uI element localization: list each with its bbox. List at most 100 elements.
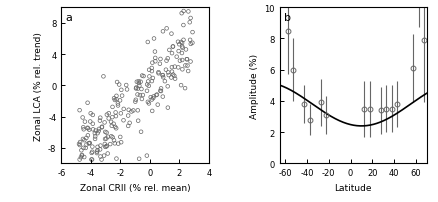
Point bbox=[82, 147, 89, 150]
Point bbox=[94, 149, 101, 152]
Point bbox=[95, 130, 102, 133]
Point bbox=[88, 158, 95, 161]
Point bbox=[108, 121, 115, 124]
Point bbox=[118, 141, 125, 144]
Point bbox=[79, 138, 86, 141]
Point bbox=[117, 112, 124, 115]
Point bbox=[87, 112, 94, 115]
Point bbox=[180, 24, 187, 27]
Point bbox=[97, 148, 104, 151]
Point bbox=[147, 96, 154, 99]
Point bbox=[179, 47, 186, 50]
Point bbox=[135, 82, 142, 85]
Point bbox=[103, 131, 110, 135]
Point bbox=[109, 116, 116, 119]
Point bbox=[157, 90, 164, 93]
Point bbox=[133, 81, 140, 84]
Point bbox=[112, 111, 119, 115]
Point bbox=[149, 110, 156, 113]
Point bbox=[134, 109, 141, 112]
Point bbox=[94, 132, 101, 135]
Point bbox=[160, 76, 167, 80]
Point bbox=[86, 142, 93, 145]
Point bbox=[149, 77, 156, 80]
Point bbox=[146, 75, 153, 79]
Point bbox=[87, 120, 94, 123]
X-axis label: Latitude: Latitude bbox=[335, 183, 372, 192]
Point bbox=[88, 158, 95, 161]
Point bbox=[81, 139, 88, 142]
Point bbox=[137, 94, 144, 97]
Point bbox=[85, 142, 92, 145]
Point bbox=[99, 125, 106, 129]
Point bbox=[168, 77, 175, 80]
Point bbox=[135, 80, 142, 83]
Point bbox=[189, 31, 196, 35]
Point bbox=[178, 13, 185, 16]
Point bbox=[163, 28, 170, 31]
Point bbox=[151, 38, 158, 41]
Point bbox=[159, 31, 166, 34]
Point bbox=[102, 138, 109, 141]
Point bbox=[140, 75, 147, 78]
Point bbox=[130, 109, 137, 113]
Point bbox=[103, 144, 110, 148]
Point bbox=[83, 143, 90, 146]
Point bbox=[118, 89, 125, 92]
Point bbox=[134, 120, 141, 123]
Point bbox=[152, 57, 159, 60]
Point bbox=[176, 43, 183, 47]
Point bbox=[155, 72, 162, 76]
Point bbox=[145, 80, 152, 84]
Point bbox=[100, 75, 107, 79]
Point bbox=[76, 144, 83, 147]
Point bbox=[171, 66, 178, 69]
Point bbox=[168, 33, 175, 36]
Point bbox=[183, 48, 190, 52]
Point bbox=[108, 125, 115, 128]
Point bbox=[148, 98, 155, 102]
Point bbox=[89, 150, 96, 154]
Point bbox=[89, 128, 96, 131]
Point bbox=[159, 74, 166, 78]
Point bbox=[86, 142, 93, 145]
Text: b: b bbox=[284, 13, 291, 23]
Point bbox=[78, 154, 85, 157]
Point bbox=[145, 101, 152, 104]
Point bbox=[148, 70, 155, 73]
Point bbox=[110, 97, 117, 100]
Point bbox=[133, 86, 140, 90]
Point bbox=[134, 93, 141, 97]
Point bbox=[108, 135, 115, 138]
Point bbox=[114, 104, 121, 107]
Point bbox=[138, 88, 145, 91]
Point bbox=[77, 141, 84, 144]
Point bbox=[185, 11, 192, 14]
Point bbox=[189, 42, 196, 45]
Point bbox=[169, 52, 176, 56]
Point bbox=[162, 69, 170, 72]
Point bbox=[78, 149, 85, 152]
Point bbox=[187, 39, 194, 42]
Point bbox=[83, 137, 90, 140]
Point bbox=[152, 60, 159, 64]
Point bbox=[159, 96, 166, 99]
Point bbox=[148, 67, 155, 70]
Point bbox=[95, 128, 102, 131]
Point bbox=[179, 42, 186, 45]
Point bbox=[179, 46, 186, 49]
Point bbox=[170, 74, 177, 77]
Point bbox=[89, 145, 96, 148]
Point bbox=[186, 21, 193, 25]
Point bbox=[111, 142, 118, 145]
Point bbox=[180, 10, 187, 14]
Point bbox=[165, 74, 172, 77]
Point bbox=[180, 39, 187, 42]
Point bbox=[78, 156, 85, 159]
Point bbox=[159, 74, 166, 77]
Point bbox=[76, 109, 83, 112]
Point bbox=[132, 87, 139, 91]
Point bbox=[111, 99, 118, 102]
Point bbox=[164, 85, 171, 88]
Point bbox=[125, 125, 132, 128]
